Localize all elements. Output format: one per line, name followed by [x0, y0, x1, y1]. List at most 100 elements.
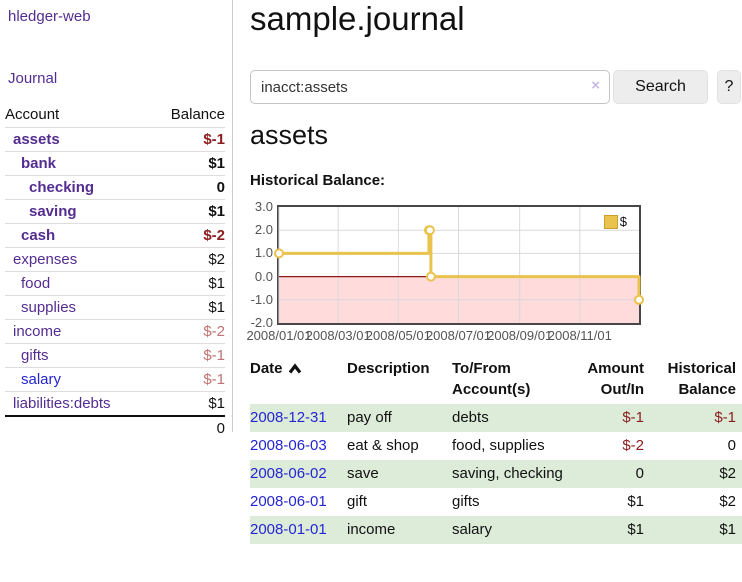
- x-axis-tick-label: 2008/05/01: [365, 328, 431, 343]
- account-row: food $1: [5, 271, 225, 296]
- x-axis-tick-label: 2008/11/01: [547, 328, 612, 343]
- nav-journal-link[interactable]: Journal: [8, 70, 58, 87]
- transaction-date-link[interactable]: 2008-06-03: [250, 437, 327, 454]
- account-row: liabilities:debts $1: [5, 392, 225, 417]
- help-button[interactable]: ?: [717, 70, 741, 104]
- register-row: 2008-12-31 pay off debts $-1 $-1: [250, 404, 742, 432]
- sidebar-account-link-supplies[interactable]: supplies: [21, 299, 77, 316]
- register-balance-cell: $1: [719, 521, 736, 538]
- sidebar-account-link-income[interactable]: income: [13, 323, 62, 340]
- register-column-header-date[interactable]: Date: [250, 356, 347, 404]
- account-balance: $1: [163, 271, 225, 296]
- sidebar-account-link-cash[interactable]: cash: [21, 227, 56, 244]
- register-accounts-cell: salary: [452, 521, 493, 538]
- account-row: bank $1: [5, 151, 225, 176]
- account-name-cell: supplies: [5, 295, 163, 320]
- sidebar-account-link-salary[interactable]: salary: [21, 371, 62, 388]
- register-column-header-historical-balance: Historical Balance: [667, 360, 736, 398]
- register-accounts-cell: saving, checking: [452, 465, 563, 482]
- transaction-date-link[interactable]: 2008-01-01: [250, 521, 327, 538]
- account-row: gifts $-1: [5, 343, 225, 368]
- y-axis-tick-label: 2.0: [254, 222, 273, 238]
- x-axis-tick-label: 2008/03/01: [305, 328, 371, 343]
- account-row: salary $-1: [5, 367, 225, 392]
- account-row: saving $1: [5, 199, 225, 224]
- search-input[interactable]: [250, 70, 610, 104]
- account-balance: $1: [163, 295, 225, 320]
- chart-title: Historical Balance:: [250, 172, 386, 189]
- page-title: sample.journal: [250, 0, 465, 37]
- register-row: 2008-06-01 gift gifts $1 $2: [250, 488, 742, 516]
- clear-search-icon[interactable]: ×: [591, 77, 600, 94]
- y-axis-tick-label: -2.0: [250, 315, 273, 330]
- account-balance: $-2: [163, 223, 225, 248]
- account-row: supplies $1: [5, 295, 225, 320]
- y-axis-tick-label: 0.0: [254, 268, 273, 284]
- search-button[interactable]: Search: [613, 70, 708, 104]
- accounts-table: Account Balance assets $-1 bank $1 checking 0…: [5, 103, 225, 440]
- account-name-cell: assets: [5, 127, 163, 152]
- register-date-cell: 2008-01-01: [250, 516, 347, 544]
- account-name-cell: salary: [5, 367, 163, 392]
- account-balance: $-1: [163, 367, 225, 392]
- sidebar-account-link-saving[interactable]: saving: [29, 203, 77, 220]
- search-bar: × Search ?: [250, 70, 742, 104]
- register-column-header-to-from-account-s-: To/From Account(s): [452, 360, 531, 398]
- transaction-date-link[interactable]: 2008-06-02: [250, 465, 327, 482]
- register-accounts-cell: food, supplies: [452, 437, 545, 454]
- accounts-header-balance: Balance: [163, 103, 225, 128]
- account-name-cell: liabilities:debts: [5, 392, 163, 417]
- account-name-cell: gifts: [5, 343, 163, 368]
- account-balance: $-1: [163, 127, 225, 152]
- register-row: 2008-01-01 income salary $1 $1: [250, 516, 742, 544]
- register-balance-cell: $2: [719, 465, 736, 482]
- register-accounts-cell: gifts: [452, 493, 480, 510]
- accounts-header-account: Account: [5, 103, 163, 128]
- account-row: checking 0: [5, 175, 225, 200]
- account-balance: $1: [163, 151, 225, 176]
- register-accounts-cell: debts: [452, 409, 489, 426]
- chart-plot-area: $: [274, 205, 644, 325]
- register-description-cell: income: [347, 521, 396, 538]
- account-balance: $1: [208, 395, 225, 412]
- legend-label: $: [619, 214, 627, 229]
- account-name-cell: cash: [5, 223, 163, 248]
- sidebar-account-link-expenses[interactable]: expenses: [13, 251, 78, 268]
- chart-legend: $: [603, 214, 627, 229]
- sidebar-account-link-bank[interactable]: bank: [21, 155, 57, 172]
- transaction-date-link[interactable]: 2008-12-31: [250, 409, 327, 426]
- chart-canvas: [274, 207, 644, 323]
- account-balance: 0: [163, 175, 225, 200]
- main-content: sample.journal × Search ? assets Histori…: [246, 0, 742, 582]
- sidebar: hledger-web Journal Account Balance asse…: [0, 0, 233, 440]
- transaction-date-link[interactable]: 2008-06-01: [250, 493, 327, 510]
- register-amount-cell: $-1: [622, 409, 644, 426]
- account-title: assets: [250, 120, 329, 150]
- search-field-wrap: ×: [250, 70, 610, 104]
- sidebar-account-link-gifts[interactable]: gifts: [21, 347, 49, 364]
- account-name-cell: checking: [5, 175, 163, 200]
- register-table: Date Description To/From Account(s) Amount …: [250, 356, 742, 544]
- sidebar-account-link-assets[interactable]: assets: [13, 131, 60, 148]
- account-row: income $-2: [5, 319, 225, 344]
- sidebar-account-link-liabilities-debts[interactable]: liabilities:debts: [13, 395, 111, 412]
- legend-swatch-icon: [603, 214, 618, 229]
- x-axis-tick-label: 2008/09/01: [487, 328, 553, 343]
- account-name-cell: bank: [5, 151, 163, 176]
- y-axis-tick-label: -1.0: [250, 291, 273, 307]
- accounts-header-row: Account Balance: [5, 103, 225, 128]
- x-axis-tick-label: 2008/07/01: [425, 328, 492, 343]
- sidebar-account-link-food[interactable]: food: [21, 275, 51, 292]
- y-axis-tick-label: 1.0: [254, 245, 273, 261]
- account-row: expenses $2: [5, 247, 225, 272]
- accounts-total-value: 0: [163, 415, 225, 440]
- account-name-cell: saving: [5, 199, 163, 224]
- account-balance: $-2: [163, 319, 225, 344]
- register-row: 2008-06-02 save saving, checking 0 $2: [250, 460, 742, 488]
- sidebar-account-link-checking[interactable]: checking: [29, 179, 95, 196]
- register-amount-cell: $1: [627, 493, 644, 510]
- accounts-total-spacer: [5, 415, 163, 440]
- account-balance: $-1: [163, 343, 225, 368]
- register-date-cell: 2008-12-31: [250, 404, 347, 432]
- app-title[interactable]: hledger-web: [8, 8, 91, 25]
